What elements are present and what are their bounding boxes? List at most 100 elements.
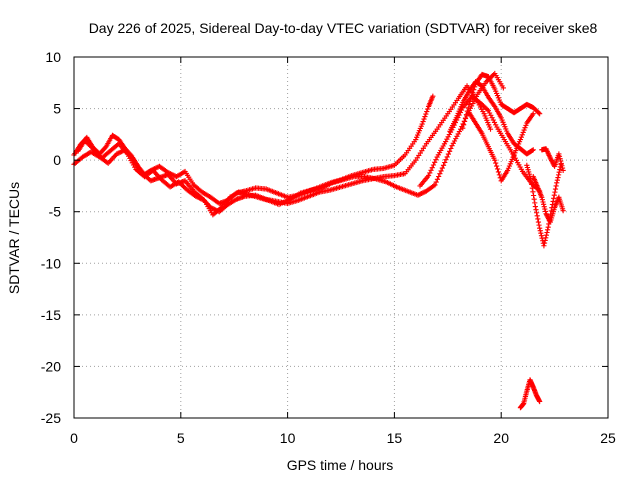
chart-title: Day 226 of 2025, Sidereal Day-to-day VTE… — [89, 20, 598, 36]
data-point — [465, 105, 471, 111]
data-point — [436, 173, 442, 180]
data-point — [552, 189, 558, 195]
series-track-i — [530, 174, 566, 225]
data-point — [541, 204, 547, 210]
data-point — [434, 176, 441, 182]
data-point — [558, 160, 564, 166]
data-point — [425, 173, 432, 179]
data-point — [551, 192, 557, 198]
y-tick-label: -20 — [41, 358, 61, 374]
data-point — [433, 179, 439, 185]
data-point — [523, 122, 529, 128]
data-point — [522, 125, 528, 131]
data-point — [494, 163, 500, 169]
data-point — [432, 182, 438, 188]
data-point — [532, 203, 538, 210]
data-point — [541, 243, 547, 249]
data-point — [496, 172, 502, 178]
data-point — [554, 177, 560, 183]
data-point — [537, 225, 543, 231]
y-tick-label: 0 — [53, 152, 61, 168]
data-point — [551, 195, 557, 201]
data-point — [423, 111, 429, 117]
y-tick-label: -25 — [41, 410, 61, 426]
data-point — [542, 208, 549, 215]
y-tick-label: 10 — [45, 49, 61, 65]
series-track-k — [517, 377, 543, 411]
data-point — [460, 125, 466, 131]
data-point — [541, 240, 548, 246]
data-point — [560, 167, 566, 174]
data-point — [469, 93, 475, 99]
data-point — [421, 116, 427, 122]
data-point — [428, 167, 434, 173]
data-point — [443, 157, 449, 163]
data-point — [559, 163, 565, 169]
data-point — [529, 185, 535, 191]
data-point — [555, 174, 561, 181]
data-point — [462, 115, 469, 121]
data-point — [500, 85, 506, 91]
data-point — [538, 230, 544, 236]
data-point — [559, 165, 566, 171]
data-point — [425, 106, 431, 112]
data-point — [432, 159, 438, 165]
data-point — [444, 154, 450, 160]
data-point — [555, 172, 562, 178]
data-point — [448, 145, 454, 152]
data-point — [439, 165, 445, 171]
data-point — [518, 134, 524, 140]
data-point — [533, 210, 540, 216]
data-point — [467, 98, 473, 105]
series-track-j — [539, 146, 566, 174]
x-tick-label: 0 — [70, 430, 78, 446]
data-point — [530, 192, 537, 199]
x-tick-label: 25 — [600, 430, 616, 446]
data-point — [539, 194, 545, 200]
data-point — [542, 206, 548, 212]
data-point — [537, 398, 543, 405]
data-point — [521, 127, 527, 133]
data-point — [531, 196, 537, 202]
data-point — [535, 216, 541, 222]
data-point — [420, 118, 426, 125]
data-point — [560, 208, 566, 214]
data-point — [437, 171, 443, 177]
data-point — [495, 169, 502, 175]
data-point — [541, 201, 547, 207]
series-track-f — [466, 110, 536, 184]
x-axis-label: GPS time / hours — [287, 457, 394, 473]
data-point — [430, 93, 436, 99]
data-point — [544, 229, 550, 236]
data-point — [461, 118, 468, 124]
data-point — [530, 147, 536, 153]
data-point — [519, 132, 525, 138]
data-point — [540, 199, 546, 205]
y-tick-label: -15 — [41, 307, 61, 323]
data-point — [537, 111, 543, 117]
data-point — [556, 169, 562, 175]
data-point — [538, 233, 545, 239]
data-point — [533, 207, 539, 213]
data-point — [556, 151, 562, 157]
data-point — [543, 235, 549, 241]
data-point — [544, 227, 551, 233]
data-point — [557, 156, 563, 162]
data-point — [445, 151, 452, 157]
data-point — [427, 170, 433, 176]
y-tick-label: -10 — [41, 255, 61, 271]
data-point — [429, 165, 435, 171]
data-point — [529, 147, 535, 154]
data-point — [461, 122, 467, 128]
data-point — [447, 148, 453, 154]
data-point — [102, 145, 108, 151]
data-point — [537, 228, 543, 234]
data-point — [520, 129, 526, 136]
data-point — [532, 200, 538, 206]
data-point — [517, 136, 524, 143]
data-point — [466, 101, 472, 108]
y-tick-label: -5 — [49, 204, 62, 220]
plot-frame — [73, 56, 609, 419]
data-point — [530, 189, 536, 195]
